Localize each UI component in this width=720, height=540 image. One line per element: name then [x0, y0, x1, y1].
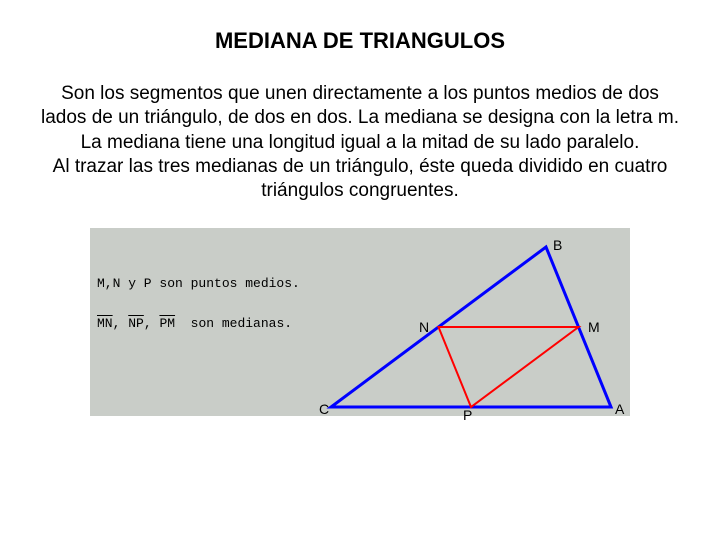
body-paragraph: Son los segmentos que unen directamente … [40, 82, 680, 204]
label-C: C [319, 401, 329, 417]
page-title: MEDIANA DE TRIANGULOS [40, 28, 680, 54]
label-N: N [419, 319, 429, 335]
label-M: M [588, 319, 600, 335]
annotation-midpoints: M,N y P son puntos medios. [97, 277, 300, 290]
label-P: P [463, 407, 472, 423]
label-A: A [615, 401, 624, 417]
triangle-figure: A B C M N P M,N y P son puntos medios. M… [90, 228, 630, 416]
label-B: B [553, 237, 562, 253]
annotation-medians: MN, NP, PM son medianas. [97, 317, 292, 330]
median-triangle [439, 327, 579, 407]
